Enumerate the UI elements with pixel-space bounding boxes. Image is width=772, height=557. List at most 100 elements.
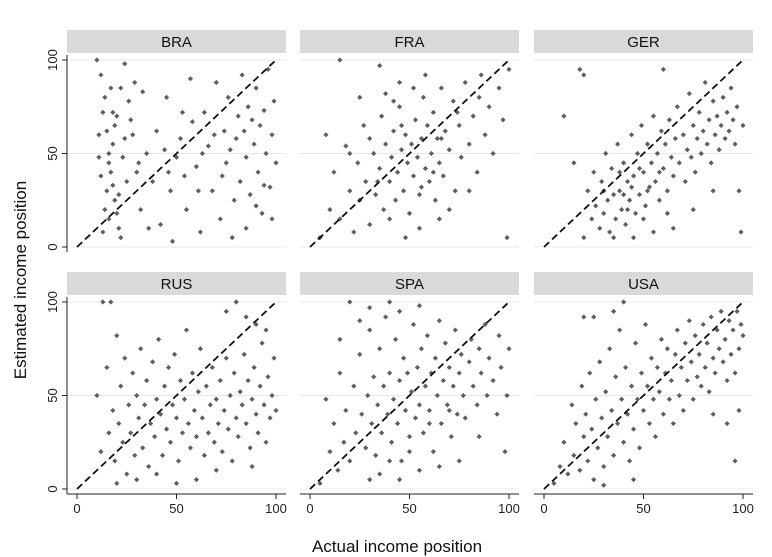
data-point <box>420 430 427 436</box>
data-point <box>167 439 174 445</box>
data-point <box>710 98 716 104</box>
data-point <box>426 178 432 185</box>
data-point <box>704 340 710 346</box>
data-point <box>740 333 746 339</box>
data-point <box>418 346 425 352</box>
data-point <box>601 210 607 216</box>
data-point <box>181 396 188 402</box>
data-point <box>660 165 666 172</box>
data-point <box>116 225 122 231</box>
data-point <box>462 79 468 86</box>
data-point <box>504 392 510 399</box>
data-point <box>652 178 659 185</box>
data-point <box>670 173 676 179</box>
data-point <box>644 383 651 389</box>
data-point <box>104 128 110 134</box>
data-point <box>257 383 263 389</box>
data-point <box>636 192 643 198</box>
data-point <box>617 169 623 175</box>
data-point <box>490 377 496 384</box>
data-point <box>704 141 710 147</box>
data-point <box>351 229 357 235</box>
data-point <box>388 439 395 445</box>
data-point <box>227 147 233 153</box>
data-point <box>599 415 605 421</box>
data-point <box>585 458 591 464</box>
x-tick-label: 100 <box>265 501 287 516</box>
data-point <box>130 370 136 376</box>
data-point <box>154 128 160 134</box>
data-point <box>263 327 269 333</box>
data-point <box>263 150 269 157</box>
data-point <box>686 318 692 324</box>
data-point <box>189 370 196 376</box>
reference-line <box>543 59 744 248</box>
data-point <box>343 407 349 414</box>
data-point <box>561 113 567 119</box>
data-point <box>367 477 373 483</box>
y-tick-label: 100 <box>45 49 60 71</box>
data-point <box>621 160 627 166</box>
data-point <box>601 463 607 470</box>
data-point <box>347 458 353 464</box>
data-point <box>165 364 172 371</box>
data-point <box>696 351 702 357</box>
data-point <box>448 434 454 440</box>
data-point <box>223 160 229 166</box>
data-point <box>624 178 631 185</box>
data-point <box>211 439 217 445</box>
data-point <box>249 463 255 470</box>
data-point <box>624 411 631 417</box>
data-point <box>609 165 615 172</box>
data-point <box>636 165 643 172</box>
data-point <box>106 160 112 166</box>
data-point <box>134 169 140 175</box>
data-point <box>498 364 504 371</box>
data-point <box>436 160 442 166</box>
data-point <box>476 94 482 100</box>
data-point <box>674 104 680 110</box>
data-point <box>591 314 597 320</box>
data-point <box>377 471 383 477</box>
data-point <box>229 458 235 464</box>
data-point <box>458 351 464 357</box>
data-point <box>118 85 124 91</box>
data-point <box>621 439 627 445</box>
data-point <box>736 188 742 194</box>
data-point <box>373 192 379 198</box>
data-point <box>597 359 603 365</box>
x-tick-label: 50 <box>169 501 183 516</box>
data-point <box>587 370 593 376</box>
data-point <box>720 94 726 100</box>
data-point <box>414 364 421 371</box>
data-point <box>402 132 409 138</box>
data-point <box>551 480 557 486</box>
data-point <box>253 85 259 91</box>
data-point <box>104 188 110 194</box>
data-point <box>213 396 219 402</box>
data-point <box>335 467 341 473</box>
data-point <box>440 377 446 384</box>
data-point <box>502 449 508 455</box>
data-point <box>581 434 587 440</box>
data-point <box>213 79 219 86</box>
data-point <box>347 299 353 305</box>
data-point <box>154 471 160 477</box>
data-point <box>130 132 136 138</box>
data-point <box>430 449 436 455</box>
x-tick-label: 100 <box>732 501 754 516</box>
x-axis-title: Actual income position <box>312 537 482 556</box>
data-point <box>714 113 720 119</box>
data-point <box>387 299 393 305</box>
data-point <box>255 169 261 175</box>
data-point <box>456 370 462 376</box>
data-point <box>377 63 383 69</box>
data-point <box>106 430 112 436</box>
data-point <box>323 396 329 402</box>
data-point <box>398 458 405 464</box>
data-point <box>456 458 462 464</box>
data-point <box>656 389 663 395</box>
data-point <box>361 122 367 129</box>
data-point <box>474 169 480 175</box>
data-point <box>343 143 349 149</box>
